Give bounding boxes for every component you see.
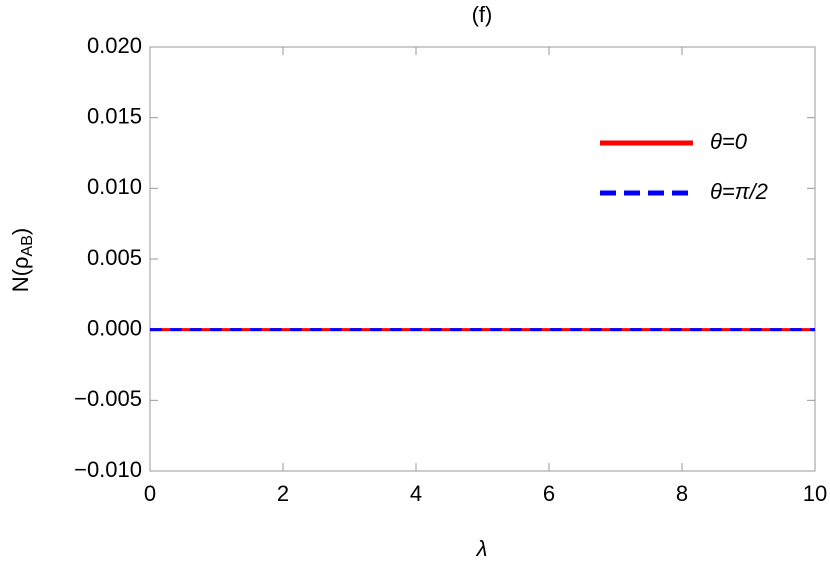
y-axis-label: N(ρAB) — [8, 228, 36, 292]
legend-label: θ=π/2 — [710, 179, 768, 204]
x-tick-label: 10 — [803, 481, 827, 506]
chart-title: (f) — [472, 2, 493, 27]
y-label-main: N(ρ — [8, 256, 33, 292]
y-tick-label: 0.020 — [87, 33, 142, 58]
y-tick-label: 0.015 — [87, 103, 142, 128]
y-tick-label: 0.000 — [87, 315, 142, 340]
x-tick-label: 8 — [676, 481, 688, 506]
y-label-close: ) — [8, 228, 33, 235]
y-tick-label: −0.005 — [74, 386, 142, 411]
legend-label: θ=0 — [710, 129, 748, 154]
y-tick-label: 0.005 — [87, 245, 142, 270]
plot-frame — [149, 46, 816, 472]
x-tick-label: 2 — [277, 481, 289, 506]
x-tick-label: 4 — [410, 481, 422, 506]
y-label-sub: AB — [19, 235, 36, 256]
x-tick-label: 6 — [543, 481, 555, 506]
x-tick-label: 0 — [144, 481, 156, 506]
y-tick-label: 0.010 — [87, 174, 142, 199]
y-tick-label: −0.010 — [74, 457, 142, 482]
x-axis-label: λ — [476, 536, 488, 561]
